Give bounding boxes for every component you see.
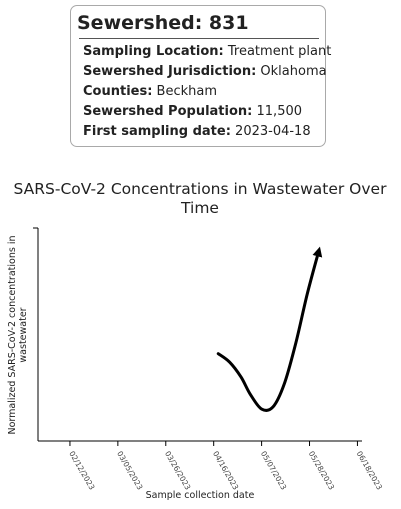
- jurisdiction-key: Sewershed Jurisdiction:: [83, 64, 257, 79]
- sewershed-title: Sewershed: 831: [77, 12, 249, 34]
- x-axis-title: Sample collection date: [146, 490, 255, 501]
- first-sampling-date-value: 2023-04-18: [235, 124, 311, 139]
- x-axis-ticks: [69, 441, 358, 446]
- x-tick-label: 05/28/2023: [307, 450, 337, 492]
- x-tick-label: 02/12/2023: [67, 450, 97, 492]
- sampling-location-key: Sampling Location:: [83, 44, 224, 59]
- chart-title-line-1: SARS-CoV-2 Concentrations in Wastewater …: [14, 180, 388, 198]
- population-key: Sewershed Population:: [83, 104, 253, 119]
- sewershed-info-card: Sewershed: 831 Sampling Location: Treatm…: [70, 5, 331, 147]
- x-tick-label: 03/26/2023: [163, 450, 193, 492]
- sampling-location-value: Treatment plant: [227, 44, 332, 59]
- y-axis-title: Normalized SARS-CoV-2 concentrations in …: [7, 236, 29, 435]
- y-axis-label-line-2: wastewater: [18, 307, 29, 362]
- x-tick-label: 06/18/2023: [355, 450, 385, 492]
- series-line: [216, 246, 323, 412]
- x-tick-label: 03/05/2023: [115, 450, 145, 492]
- population-row: Sewershed Population: 11,500: [77, 102, 325, 122]
- title-divider: [79, 38, 319, 39]
- counties-key: Counties:: [83, 84, 153, 99]
- jurisdiction-value: Oklahoma: [260, 64, 327, 79]
- first-sampling-date-row: First sampling date: 2023-04-18: [77, 122, 325, 142]
- counties-row: Counties: Beckham: [77, 82, 325, 102]
- counties-value: Beckham: [156, 84, 218, 99]
- x-tick-label: 05/07/2023: [259, 450, 289, 492]
- chart-title-line-2: Time: [180, 199, 219, 217]
- jurisdiction-row: Sewershed Jurisdiction: Oklahoma: [77, 62, 327, 82]
- sampling-location-row: Sampling Location: Treatment plant: [77, 42, 331, 62]
- first-sampling-date-key: First sampling date:: [83, 124, 231, 139]
- wastewater-line-chart: SARS-CoV-2 Concentrations in Wastewater …: [7, 180, 388, 501]
- y-axis-label-line-1: Normalized SARS-CoV-2 concentrations in: [7, 236, 18, 435]
- x-axis-tick-labels: 02/12/2023 03/05/2023 03/26/2023 04/16/2023…: [67, 450, 384, 492]
- x-tick-label: 04/16/2023: [211, 450, 241, 492]
- population-value: 11,500: [256, 104, 303, 119]
